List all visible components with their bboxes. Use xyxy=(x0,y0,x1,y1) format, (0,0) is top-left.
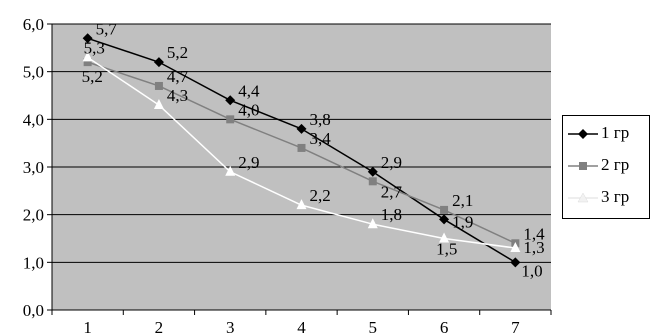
data-label-s3-2: 4,3 xyxy=(167,86,188,105)
point-s1-4 xyxy=(296,123,307,134)
xtick-label-5: 5 xyxy=(369,318,378,336)
point-s2-2 xyxy=(154,81,163,90)
point-s2-6 xyxy=(440,205,449,214)
ytick-label-2: 2,0 xyxy=(23,206,44,225)
legend-label-1: 1 гр xyxy=(601,123,630,142)
data-labels: 5,7 5,2 4,4 3,8 2,9 1,9 1,0 5,2 4,7 4,0 3,4 2,7 2,1 1… xyxy=(82,19,545,280)
legend-label-3: 3 гр xyxy=(601,187,630,206)
legend-item-2: 2 гр xyxy=(567,154,649,178)
data-label-s3-4: 2,2 xyxy=(310,186,331,205)
ytick-label-1: 1,0 xyxy=(23,253,44,272)
point-s3-1 xyxy=(82,51,93,62)
point-s1-7 xyxy=(510,257,521,268)
xtick-label-1: 1 xyxy=(83,318,92,336)
legend-label-2: 2 гр xyxy=(601,155,630,174)
point-s3-3 xyxy=(225,165,236,176)
legend-item-1: 1 гр xyxy=(567,122,649,146)
data-label-s3-5: 1,8 xyxy=(381,205,402,224)
xtick-label-4: 4 xyxy=(297,318,306,336)
point-s3-4 xyxy=(296,199,307,210)
xtick-label-7: 7 xyxy=(511,318,520,336)
data-label-s3-3: 2,9 xyxy=(238,153,259,172)
point-s1-1 xyxy=(82,33,93,44)
data-label-s1-1: 5,7 xyxy=(96,19,118,38)
data-label-s2-1: 5,2 xyxy=(82,67,103,86)
point-s1-6 xyxy=(439,214,450,225)
data-label-s2-3: 4,0 xyxy=(238,100,259,119)
data-label-s3-1: 5,3 xyxy=(84,38,105,57)
point-s3-7 xyxy=(510,242,521,253)
point-s2-3 xyxy=(226,115,235,124)
ytick-label-6: 6,0 xyxy=(23,15,44,34)
point-s3-6 xyxy=(439,232,450,243)
data-label-s2-5: 2,7 xyxy=(381,182,403,201)
data-label-s1-2: 5,2 xyxy=(167,43,188,62)
ytick-label-4: 4,0 xyxy=(23,110,44,129)
xtick-label-3: 3 xyxy=(226,318,235,336)
legend-marker-2 xyxy=(568,162,598,170)
legend-marker-3 xyxy=(568,192,598,203)
data-label-s1-5: 2,9 xyxy=(381,153,402,172)
data-label-s1-4: 3,8 xyxy=(310,110,331,129)
point-s1-2 xyxy=(153,57,164,68)
axis-ticks: 0,0 1,0 2,0 3,0 4,0 5,0 6,0 1 2 3 4 5 6 7 xyxy=(23,15,552,336)
series-group xyxy=(82,33,521,268)
data-label-s1-7: 1,0 xyxy=(521,261,542,280)
point-s1-5 xyxy=(367,166,378,177)
legend-marker-1 xyxy=(568,129,598,139)
ytick-label-0: 0,0 xyxy=(23,301,44,320)
ytick-label-5: 5,0 xyxy=(23,63,44,82)
point-s2-5 xyxy=(368,177,377,186)
xtick-label-2: 2 xyxy=(155,318,164,336)
xtick-label-6: 6 xyxy=(440,318,449,336)
legend-item-3: 3 гр xyxy=(567,186,649,210)
data-label-s1-6: 1,9 xyxy=(452,212,473,231)
point-s3-5 xyxy=(367,218,378,229)
data-label-s1-3: 4,4 xyxy=(238,81,260,100)
data-label-s2-6: 2,1 xyxy=(452,191,473,210)
legend: 1 гр 2 гр 3 гр xyxy=(562,115,650,219)
point-s1-3 xyxy=(225,95,236,106)
data-label-s2-7: 1,4 xyxy=(523,224,545,243)
data-label-s3-7: 1,3 xyxy=(523,238,544,257)
data-label-s2-4: 3,4 xyxy=(310,129,332,148)
data-label-s2-2: 4,7 xyxy=(167,67,189,86)
data-label-s3-6: 1,5 xyxy=(436,240,457,259)
ytick-label-3: 3,0 xyxy=(23,158,44,177)
gridlines xyxy=(52,23,551,263)
point-s2-1 xyxy=(83,58,92,67)
point-s2-4 xyxy=(297,143,306,152)
point-s3-2 xyxy=(153,99,164,110)
